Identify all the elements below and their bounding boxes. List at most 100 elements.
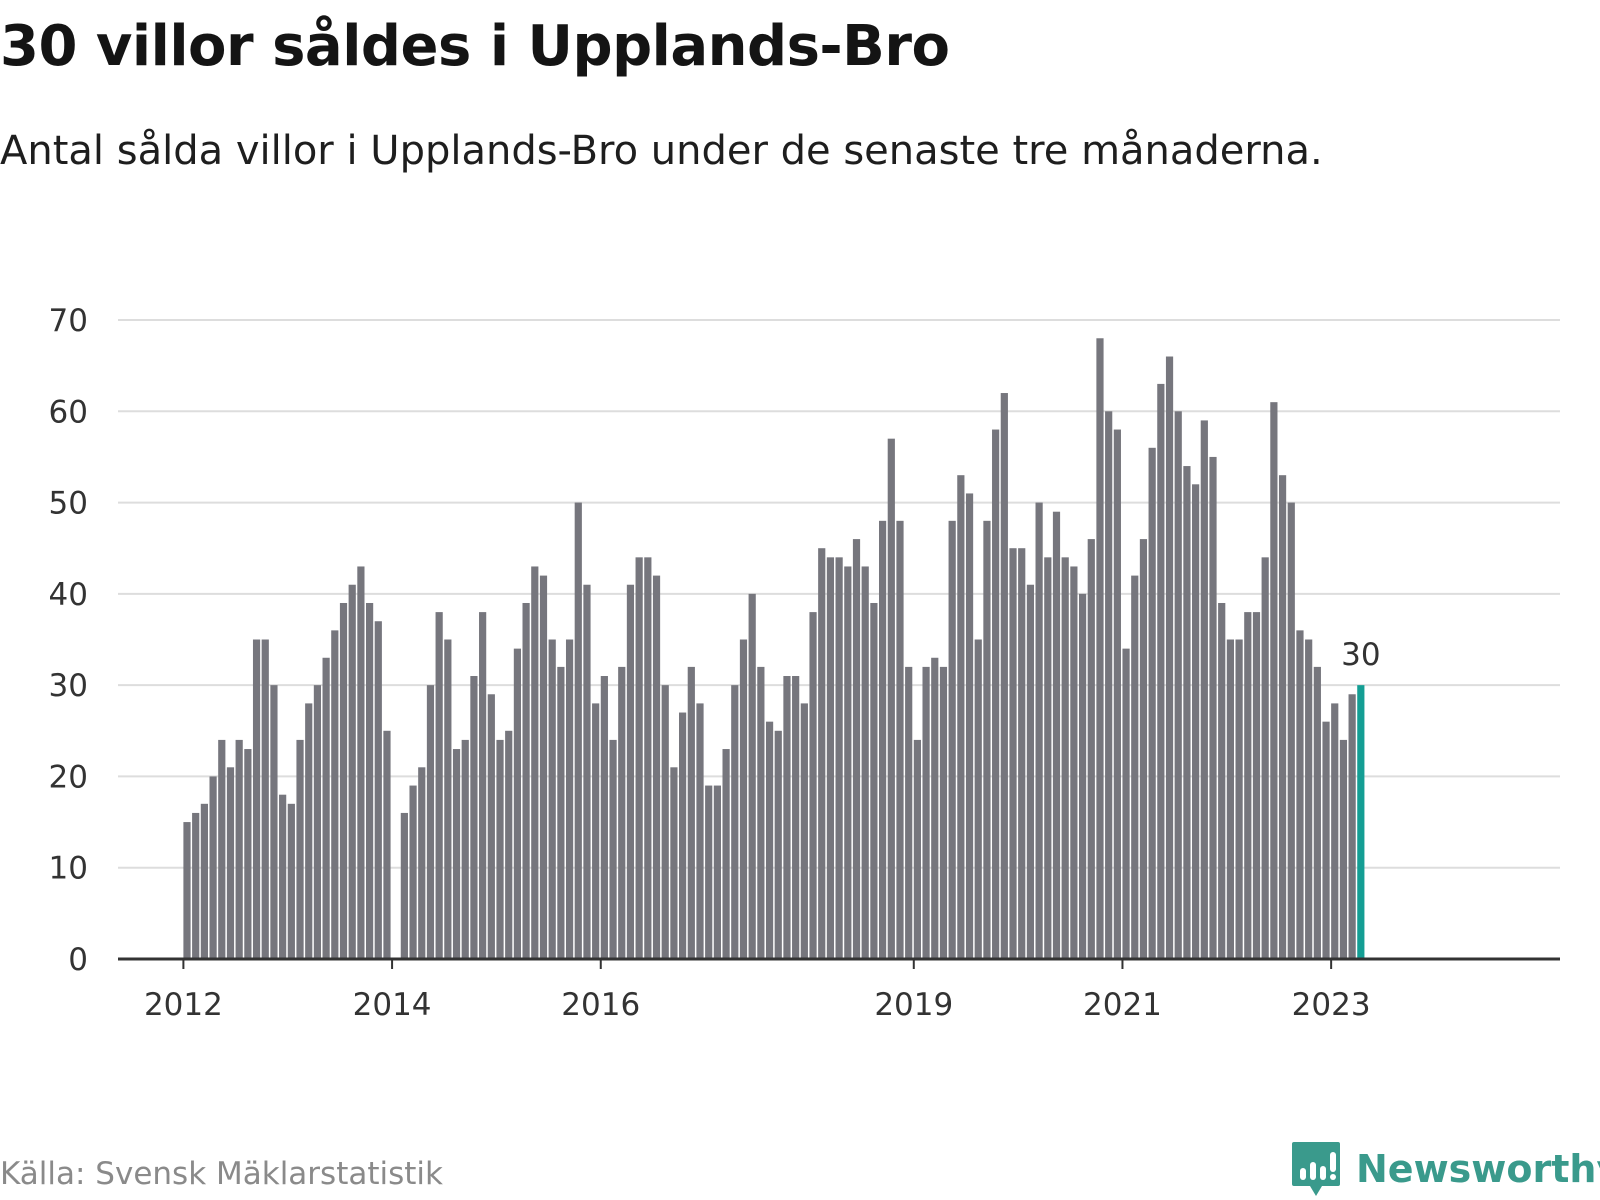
bar bbox=[400, 812, 408, 959]
chart-subtitle: Antal sålda villor i Upplands-Bro under … bbox=[0, 128, 1323, 174]
y-tick-label: 30 bbox=[49, 668, 88, 704]
bar bbox=[722, 749, 730, 959]
bar bbox=[835, 557, 843, 959]
bar bbox=[531, 566, 539, 959]
bar bbox=[792, 676, 800, 959]
bar bbox=[1244, 612, 1252, 959]
bar bbox=[1044, 557, 1052, 959]
bar bbox=[183, 822, 191, 959]
y-tick-label: 0 bbox=[68, 942, 88, 978]
bar bbox=[1070, 566, 1078, 959]
bar bbox=[1270, 402, 1278, 959]
y-tick-label: 70 bbox=[49, 303, 88, 339]
bar bbox=[1026, 584, 1035, 959]
bar bbox=[1061, 557, 1069, 959]
bar bbox=[409, 785, 417, 959]
bar bbox=[852, 539, 861, 959]
bar bbox=[192, 812, 200, 959]
bar bbox=[592, 703, 600, 959]
bar bbox=[626, 584, 635, 959]
bar bbox=[974, 639, 982, 959]
bar bbox=[426, 685, 435, 959]
bar bbox=[1226, 639, 1234, 959]
bar bbox=[896, 520, 904, 959]
bar bbox=[948, 520, 956, 959]
bar bbox=[218, 739, 226, 959]
bar bbox=[731, 685, 739, 959]
bar bbox=[522, 602, 530, 959]
bar bbox=[357, 566, 365, 959]
bar bbox=[1296, 630, 1304, 959]
bar bbox=[209, 776, 217, 959]
bar bbox=[879, 520, 887, 959]
chart-title: 30 villor såldes i Upplands-Bro bbox=[0, 14, 950, 79]
bar bbox=[670, 767, 678, 959]
bar bbox=[331, 630, 339, 959]
y-tick-label: 50 bbox=[49, 486, 88, 522]
bar bbox=[226, 767, 235, 959]
x-tick-label: 2021 bbox=[1083, 987, 1162, 1023]
bar bbox=[348, 584, 356, 959]
bar bbox=[705, 785, 713, 959]
bar bbox=[1252, 612, 1261, 959]
bar bbox=[383, 730, 391, 959]
bar bbox=[1105, 411, 1113, 959]
bar bbox=[322, 657, 330, 959]
bar bbox=[1122, 648, 1130, 959]
bar bbox=[244, 749, 252, 959]
bar bbox=[713, 785, 721, 959]
bar bbox=[870, 602, 878, 959]
bar bbox=[487, 694, 495, 959]
bar bbox=[1235, 639, 1243, 959]
bar bbox=[574, 502, 582, 959]
bar bbox=[583, 584, 591, 959]
brand-name: Newsworthy bbox=[1356, 1147, 1600, 1191]
x-tick-label: 2023 bbox=[1292, 987, 1371, 1023]
bar bbox=[635, 557, 643, 959]
y-tick-label: 20 bbox=[49, 759, 88, 795]
bar bbox=[287, 803, 295, 959]
brand-logo[interactable]: Newsworthy bbox=[1290, 1140, 1600, 1198]
bar bbox=[1174, 411, 1182, 959]
bar bbox=[965, 493, 974, 959]
bar bbox=[939, 666, 948, 959]
bar bbox=[1148, 447, 1156, 959]
bar bbox=[1113, 429, 1121, 959]
bar bbox=[739, 639, 748, 959]
bar bbox=[1218, 602, 1226, 959]
bar bbox=[1348, 694, 1356, 959]
bar bbox=[1209, 456, 1217, 959]
bar bbox=[687, 666, 695, 959]
bar bbox=[931, 657, 939, 959]
bar bbox=[270, 685, 278, 959]
bar bbox=[1096, 338, 1104, 959]
x-tick-label: 2014 bbox=[353, 987, 432, 1023]
bar bbox=[800, 703, 808, 959]
bar bbox=[339, 602, 348, 959]
bar bbox=[1339, 739, 1348, 959]
bar bbox=[444, 639, 452, 959]
x-tick-label: 2012 bbox=[144, 987, 223, 1023]
bar bbox=[922, 666, 930, 959]
bar-chart: 0 10 20 30 40 50 60 70 30 2012 2014 2016 2019 2021 202… bbox=[49, 303, 1560, 1023]
bar bbox=[887, 438, 895, 959]
bar bbox=[1035, 502, 1043, 959]
bar bbox=[235, 739, 243, 959]
bar bbox=[618, 666, 626, 959]
bar bbox=[765, 721, 774, 959]
bar bbox=[279, 794, 287, 959]
bar bbox=[1131, 575, 1139, 959]
bar bbox=[452, 749, 461, 959]
bar bbox=[983, 520, 991, 959]
bar bbox=[374, 621, 382, 959]
bar bbox=[305, 703, 313, 959]
bar bbox=[1305, 639, 1313, 959]
bar bbox=[1322, 721, 1330, 959]
bar bbox=[296, 739, 304, 959]
y-tick-label: 60 bbox=[49, 394, 88, 430]
bar bbox=[1052, 511, 1061, 959]
bar bbox=[600, 676, 608, 959]
bar bbox=[696, 703, 704, 959]
bar bbox=[818, 548, 826, 959]
bar bbox=[1200, 420, 1208, 959]
